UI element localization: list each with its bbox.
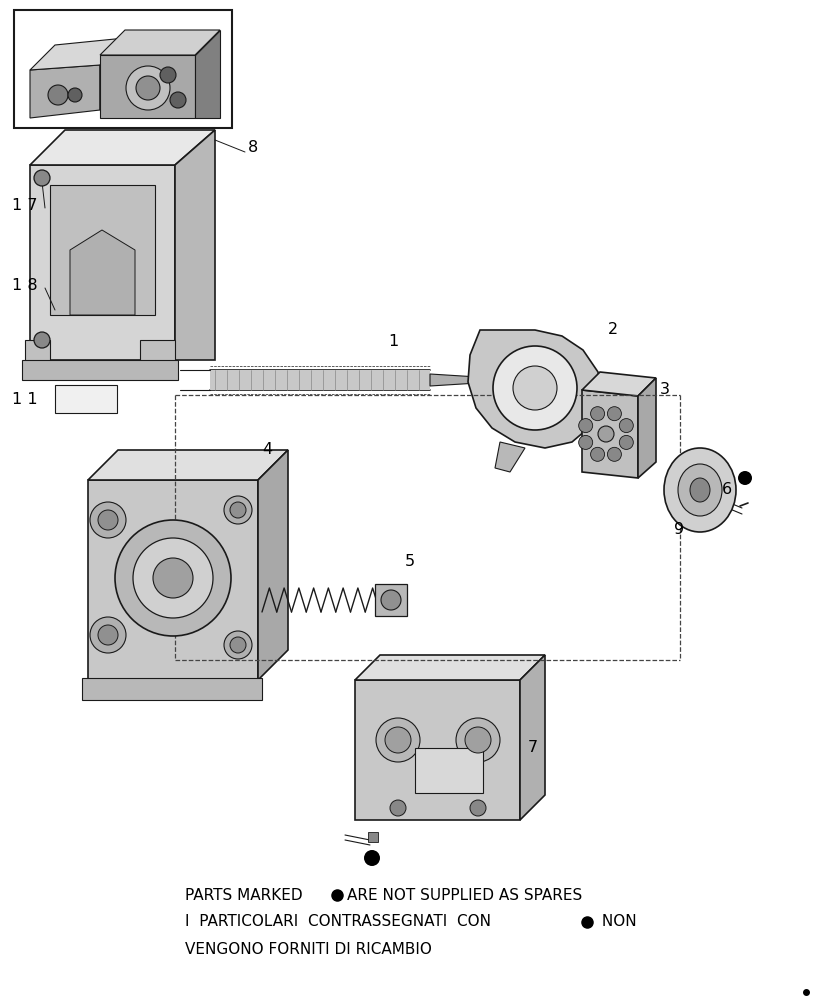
Circle shape xyxy=(513,366,557,410)
Circle shape xyxy=(381,590,401,610)
Polygon shape xyxy=(582,390,638,478)
Text: I  PARTICOLARI  CONTRASSEGNATI  CON: I PARTICOLARI CONTRASSEGNATI CON xyxy=(185,914,496,930)
Circle shape xyxy=(48,85,68,105)
Polygon shape xyxy=(140,340,175,365)
Polygon shape xyxy=(30,38,125,70)
Polygon shape xyxy=(210,370,430,390)
Text: ARE NOT SUPPLIED AS SPARES: ARE NOT SUPPLIED AS SPARES xyxy=(347,888,583,902)
Circle shape xyxy=(376,718,420,762)
Circle shape xyxy=(160,67,176,83)
Circle shape xyxy=(456,718,500,762)
Circle shape xyxy=(34,332,50,348)
Polygon shape xyxy=(582,372,656,396)
Circle shape xyxy=(385,727,411,753)
Polygon shape xyxy=(22,360,178,380)
Bar xyxy=(368,832,378,842)
Polygon shape xyxy=(88,450,288,480)
Text: 1 1: 1 1 xyxy=(12,392,38,408)
Bar xyxy=(375,584,407,616)
Polygon shape xyxy=(355,680,520,820)
Polygon shape xyxy=(100,58,125,110)
Circle shape xyxy=(619,435,633,449)
Polygon shape xyxy=(520,655,545,820)
Polygon shape xyxy=(195,30,220,118)
Circle shape xyxy=(98,625,118,645)
Circle shape xyxy=(607,407,622,421)
Circle shape xyxy=(98,510,118,530)
Polygon shape xyxy=(30,130,215,165)
Circle shape xyxy=(738,471,752,485)
Circle shape xyxy=(34,170,50,186)
Circle shape xyxy=(68,88,82,102)
Circle shape xyxy=(619,419,633,433)
Circle shape xyxy=(136,76,160,100)
Circle shape xyxy=(170,92,186,108)
Circle shape xyxy=(133,538,213,618)
Circle shape xyxy=(224,496,252,524)
Bar xyxy=(415,748,483,793)
Circle shape xyxy=(90,617,126,653)
Text: PARTS MARKED: PARTS MARKED xyxy=(185,888,308,902)
Circle shape xyxy=(470,800,486,816)
Polygon shape xyxy=(30,165,175,360)
Polygon shape xyxy=(175,130,215,360)
Text: 2: 2 xyxy=(608,322,619,338)
Polygon shape xyxy=(100,55,195,118)
Polygon shape xyxy=(638,378,656,478)
Circle shape xyxy=(90,502,126,538)
Circle shape xyxy=(126,66,170,110)
Circle shape xyxy=(465,727,491,753)
Polygon shape xyxy=(258,450,288,680)
Ellipse shape xyxy=(690,478,710,502)
Ellipse shape xyxy=(664,448,736,532)
Circle shape xyxy=(591,407,605,421)
Circle shape xyxy=(591,447,605,461)
Text: 3: 3 xyxy=(660,382,670,397)
Circle shape xyxy=(493,346,577,430)
Polygon shape xyxy=(495,442,525,472)
Polygon shape xyxy=(100,30,220,55)
Polygon shape xyxy=(30,65,100,118)
Circle shape xyxy=(598,426,614,442)
Circle shape xyxy=(224,631,252,659)
Circle shape xyxy=(579,435,592,449)
Circle shape xyxy=(115,520,231,636)
Text: 6: 6 xyxy=(722,483,732,497)
Circle shape xyxy=(230,637,246,653)
Text: 5: 5 xyxy=(405,554,415,570)
Circle shape xyxy=(153,558,193,598)
Polygon shape xyxy=(70,230,135,315)
Polygon shape xyxy=(50,185,155,315)
Ellipse shape xyxy=(678,464,722,516)
Polygon shape xyxy=(82,678,262,700)
Polygon shape xyxy=(25,340,50,365)
Circle shape xyxy=(607,447,622,461)
Bar xyxy=(55,385,117,413)
Text: NON: NON xyxy=(597,914,636,930)
Circle shape xyxy=(390,800,406,816)
Text: 7: 7 xyxy=(528,740,538,756)
Text: 9: 9 xyxy=(674,522,684,538)
Circle shape xyxy=(230,502,246,518)
Text: VENGONO FORNITI DI RICAMBIO: VENGONO FORNITI DI RICAMBIO xyxy=(185,942,432,956)
Polygon shape xyxy=(468,330,602,448)
Circle shape xyxy=(364,850,380,866)
Polygon shape xyxy=(355,655,545,680)
Circle shape xyxy=(579,419,592,433)
Text: 1 8: 1 8 xyxy=(12,277,38,292)
Text: 1: 1 xyxy=(388,334,398,350)
Polygon shape xyxy=(430,374,478,386)
Bar xyxy=(14,10,232,128)
Text: 4: 4 xyxy=(262,442,272,458)
Text: 1 7: 1 7 xyxy=(12,198,38,213)
Polygon shape xyxy=(88,480,258,680)
Text: 8: 8 xyxy=(248,140,258,155)
